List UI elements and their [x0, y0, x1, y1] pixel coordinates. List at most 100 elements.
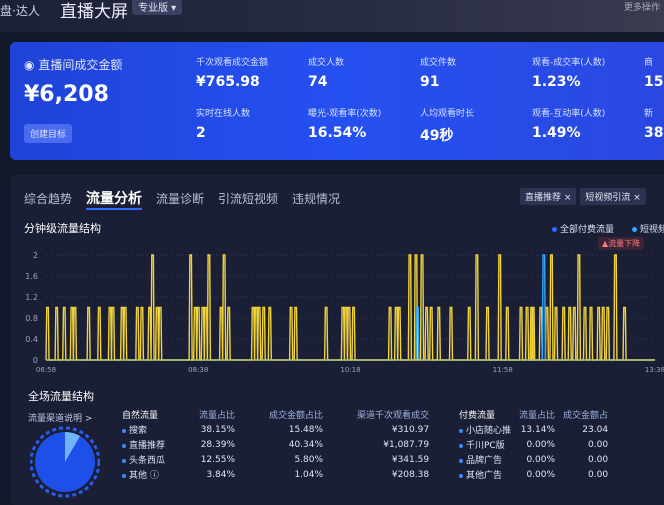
- filter-chips: 直播推荐 × 短视频引流 ×: [520, 188, 646, 205]
- x-tick-label: 13:38: [645, 366, 664, 374]
- channel-label: 其他广告: [466, 471, 503, 481]
- table-row[interactable]: 千川PC版 0.00% 0.00: [455, 437, 612, 452]
- channel-name: 千川PC版: [455, 437, 515, 452]
- x-tick-label: 10:18: [340, 366, 360, 374]
- channel-name: 其他 ⓘ: [118, 467, 169, 482]
- tab-2[interactable]: 流量诊断: [156, 192, 205, 206]
- filter-chip[interactable]: 短视频引流 ×: [580, 188, 646, 205]
- bullet-icon: [122, 459, 126, 463]
- table-header: 付费流量 流量占比 成交金额占: [455, 407, 612, 422]
- bullet-icon: [122, 474, 126, 478]
- column-header: 流量占比: [199, 411, 236, 421]
- table-cell: ¥341.59: [391, 454, 430, 465]
- channel-label: 头条西瓜: [129, 456, 166, 466]
- legend-item[interactable]: 短视频: [632, 222, 664, 235]
- y-tick-label: 2: [33, 251, 38, 260]
- kpi-label: 观看-互动率(人数): [532, 109, 606, 119]
- kpi-cell: 新 38: [644, 106, 663, 141]
- kpi-value: 91: [420, 74, 440, 90]
- kpi-label: 曝光-观看率(次数): [308, 109, 382, 119]
- column-header: 自然流量: [122, 411, 159, 421]
- kpi-cell: 成交人数 74: [308, 55, 344, 90]
- table-row[interactable]: 直播推荐 28.39% 40.34% ¥1,087.79: [118, 437, 433, 452]
- table-cell: 0.00: [588, 454, 609, 465]
- legend-dot-icon: [632, 227, 637, 232]
- pie-slice-minor: [65, 431, 80, 462]
- x-tick-label: 08:38: [188, 366, 208, 374]
- table-row[interactable]: 其他 ⓘ 3.84% 1.04% ¥208.38: [118, 467, 433, 482]
- kpi-value: 38: [644, 125, 664, 141]
- kpi-label: 观看-成交率(人数): [532, 58, 606, 68]
- column-header: 成交金额占: [563, 411, 609, 421]
- more-actions-button[interactable]: 更多操作: [623, 3, 660, 13]
- bullet-icon: [122, 444, 126, 448]
- structure-title: 全场流量结构: [28, 390, 94, 403]
- table-cell: 1.04%: [294, 469, 324, 480]
- table-cell: 0.00%: [526, 439, 556, 450]
- version-label: 专业版: [138, 3, 168, 14]
- channel-label: 小店随心推: [466, 426, 512, 436]
- top-bar: 盘·达人 直播大屏 专业版 ▾ 更多操作: [0, 0, 664, 32]
- bullet-icon: [459, 444, 463, 448]
- filter-chip[interactable]: 直播推荐 ×: [520, 188, 577, 205]
- tab-4[interactable]: 违规情况: [292, 192, 341, 206]
- kpi-card: ◉ 直播间成交金额 ¥6,208 创建目标 千次观看成交金额 ¥765.98 成交人…: [10, 42, 664, 160]
- target-icon: ◉: [24, 58, 35, 72]
- kpi-cell: 观看-成交率(人数) 1.23%: [532, 55, 605, 90]
- paid-traffic-table: 付费流量 流量占比 成交金额占 小店随心推 13.14% 23.04 千川PC版 0.00% 0…: [455, 407, 612, 482]
- channel-name: 直播推荐: [118, 437, 169, 452]
- kpi-label: 人均观看时长: [420, 109, 475, 119]
- table-cell: 3.84%: [206, 469, 236, 480]
- tab-0[interactable]: 综合趋势: [24, 192, 73, 206]
- kpi-label: 商: [644, 58, 654, 68]
- table-cell: ¥310.97: [391, 424, 430, 435]
- column-header: 成交金额占比: [269, 411, 324, 421]
- kpi-cell: 人均观看时长 49秒: [420, 106, 474, 145]
- table-row[interactable]: 头条西瓜 12.55% 5.80% ¥341.59: [118, 452, 433, 467]
- traffic-drop-badge[interactable]: ▲流量下降: [598, 237, 645, 250]
- bullet-icon: [459, 459, 463, 463]
- page-title: 直播大屏: [60, 2, 128, 22]
- kpi-label: 实时在线人数: [196, 109, 251, 119]
- table-cell: 0.00: [588, 469, 609, 480]
- channel-help-link[interactable]: 流量渠道说明 >: [28, 414, 93, 424]
- column-header: 付费流量: [459, 411, 496, 421]
- y-tick-label: 0.4: [25, 335, 38, 344]
- kpi-label: 成交人数: [308, 58, 345, 68]
- kpi-value: 49秒: [420, 128, 454, 144]
- tab-1[interactable]: 流量分析: [86, 188, 143, 210]
- tab-3[interactable]: 引流短视频: [218, 192, 279, 206]
- bullet-icon: [122, 429, 126, 433]
- channel-label: 品牌广告: [466, 456, 503, 466]
- table-row[interactable]: 其他广告 0.00% 0.00: [455, 467, 612, 482]
- channel-label: 直播推荐: [129, 441, 166, 451]
- table-cell: 0.00: [588, 439, 609, 450]
- main-kpi-label: ◉ 直播间成交金额: [24, 56, 122, 73]
- channel-label: 其他 ⓘ: [129, 471, 159, 481]
- table-cell: 40.34%: [288, 439, 324, 450]
- channel-name: 搜索: [118, 422, 169, 437]
- table-row[interactable]: 小店随心推 13.14% 23.04: [455, 422, 612, 437]
- y-tick-label: 1.6: [25, 272, 38, 281]
- kpi-value: 16.54%: [308, 125, 367, 141]
- table-cell: 0.00%: [526, 454, 556, 465]
- table-row[interactable]: 品牌广告 0.00% 0.00: [455, 452, 612, 467]
- brand-logo: 盘·达人: [0, 4, 40, 18]
- table-cell: 28.39%: [200, 439, 236, 450]
- kpi-cell: 曝光-观看率(次数) 16.54%: [308, 106, 381, 141]
- create-target-button[interactable]: 创建目标: [24, 124, 73, 143]
- y-tick-label: 1.2: [25, 293, 38, 302]
- legend-label: 短视频: [640, 225, 664, 235]
- table-cell: 23.04: [582, 424, 609, 435]
- kpi-cell: 成交件数 91: [420, 55, 456, 90]
- table-cell: 15.48%: [288, 424, 324, 435]
- legend-dot-icon: [552, 227, 557, 232]
- table-cell: 0.00%: [526, 469, 556, 480]
- kpi-value: ¥765.98: [196, 74, 260, 90]
- table-row[interactable]: 搜索 38.15% 15.48% ¥310.97: [118, 422, 433, 437]
- x-tick-label: 06:58: [36, 366, 56, 374]
- version-dropdown[interactable]: 专业版 ▾: [132, 0, 183, 15]
- traffic-pie-chart: [30, 426, 100, 498]
- table-cell: 38.15%: [200, 424, 236, 435]
- legend-item[interactable]: 全部付费流量: [552, 222, 614, 235]
